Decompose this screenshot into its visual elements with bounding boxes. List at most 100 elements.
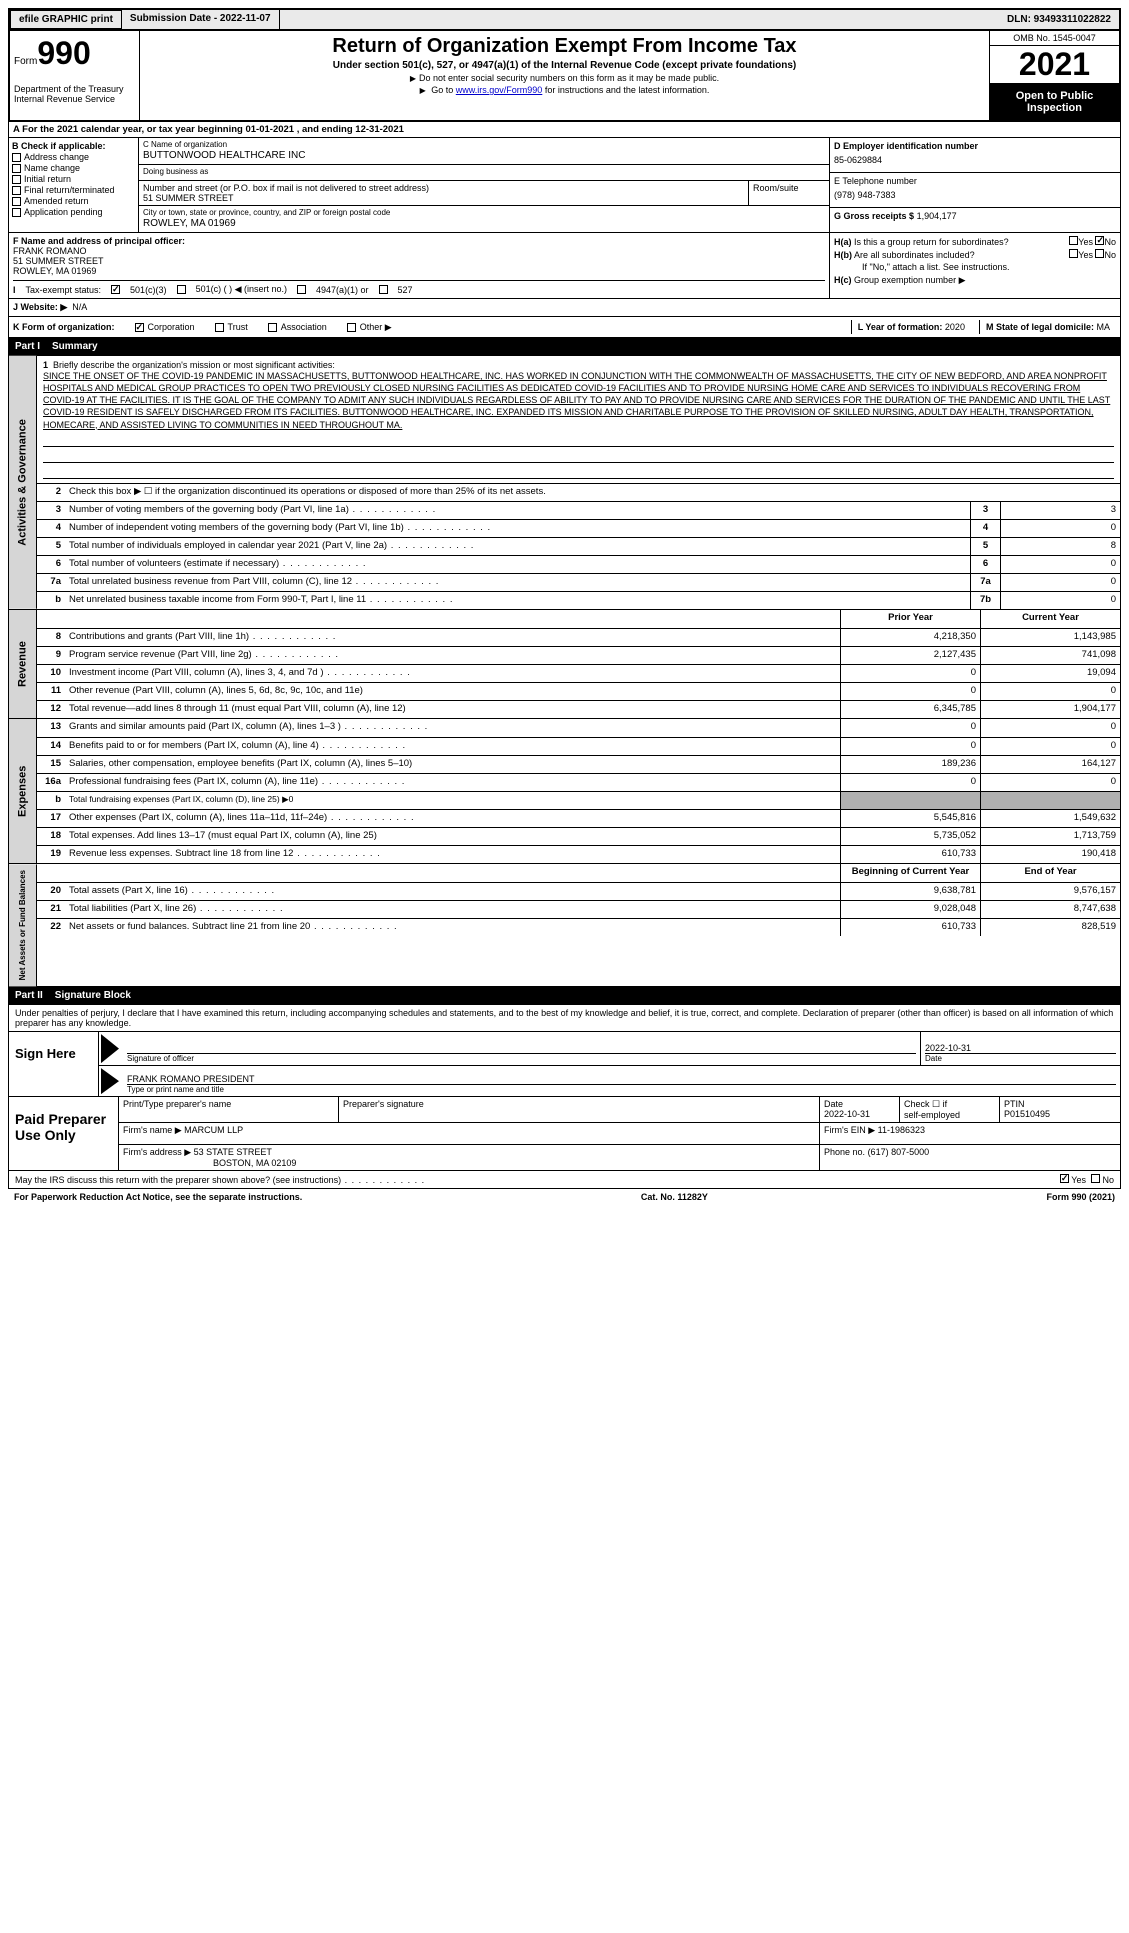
ha-no[interactable] xyxy=(1095,236,1104,245)
prep-name-label: Print/Type preparer's name xyxy=(119,1097,339,1122)
line20-py: 9,638,781 xyxy=(840,883,980,900)
ha-yes[interactable] xyxy=(1069,236,1078,245)
firm-name-label: Firm's name ▶ xyxy=(123,1125,182,1135)
firm-addr1: 53 STATE STREET xyxy=(194,1147,272,1157)
line10-text: Investment income (Part VIII, column (A)… xyxy=(65,665,840,682)
gross-label: G Gross receipts $ xyxy=(834,211,914,221)
f-label: F Name and address of principal officer: xyxy=(13,236,825,246)
cy-header: Current Year xyxy=(980,610,1120,628)
discuss-text: May the IRS discuss this return with the… xyxy=(15,1175,425,1185)
net-table: Net Assets or Fund Balances Beginning of… xyxy=(8,864,1121,987)
m-label: M State of legal domicile: xyxy=(986,322,1094,332)
line7b-text: Net unrelated business taxable income fr… xyxy=(65,592,970,609)
chk-trust[interactable] xyxy=(215,323,224,332)
city-label: City or town, state or province, country… xyxy=(143,208,825,217)
part1-title: Summary xyxy=(52,341,98,352)
line20-text: Total assets (Part X, line 16) xyxy=(65,883,840,900)
dln: DLN: 93493311022822 xyxy=(999,11,1119,28)
line19-text: Revenue less expenses. Subtract line 18 … xyxy=(65,846,840,863)
sig-date-value: 2022-10-31 xyxy=(925,1043,1116,1053)
typed-name-label: Type or print name and title xyxy=(127,1084,1116,1094)
chk-address-change[interactable] xyxy=(12,153,21,162)
vtab-net: Net Assets or Fund Balances xyxy=(9,864,37,986)
sign-here-label: Sign Here xyxy=(9,1032,99,1096)
chk-amended-return[interactable] xyxy=(12,197,21,206)
chk-527[interactable] xyxy=(379,285,388,294)
sign-here-block: Sign Here Signature of officer 2022-10-3… xyxy=(8,1032,1121,1097)
chk-other[interactable] xyxy=(347,323,356,332)
line4-val: 0 xyxy=(1000,520,1120,537)
line12-text: Total revenue—add lines 8 through 11 (mu… xyxy=(65,701,840,718)
dba-label: Doing business as xyxy=(143,167,825,176)
chk-initial-return[interactable] xyxy=(12,175,21,184)
discuss-row: May the IRS discuss this return with the… xyxy=(8,1171,1121,1189)
tax-exempt-label: Tax-exempt status: xyxy=(26,285,102,295)
chk-4947[interactable] xyxy=(297,285,306,294)
officer-addr1: 51 SUMMER STREET xyxy=(13,256,825,266)
line19-cy: 190,418 xyxy=(980,846,1120,863)
arrow-icon xyxy=(101,1068,119,1094)
line13-text: Grants and similar amounts paid (Part IX… xyxy=(65,719,840,737)
ein-label: D Employer identification number xyxy=(834,141,1116,151)
hb-yes[interactable] xyxy=(1069,249,1078,258)
chk-final-return[interactable] xyxy=(12,186,21,195)
chk-application-pending[interactable] xyxy=(12,208,21,217)
footer: For Paperwork Reduction Act Notice, see … xyxy=(8,1189,1121,1205)
street-value: 51 SUMMER STREET xyxy=(143,193,744,203)
form-title: Return of Organization Exempt From Incom… xyxy=(148,35,981,58)
gov-table: Activities & Governance 1 Briefly descri… xyxy=(8,356,1121,610)
ptin-label: PTIN xyxy=(1004,1099,1025,1109)
line16b-text: Total fundraising expenses (Part IX, col… xyxy=(65,792,840,809)
line3-text: Number of voting members of the governin… xyxy=(65,502,970,519)
chk-name-change[interactable] xyxy=(12,164,21,173)
line21-cy: 8,747,638 xyxy=(980,901,1120,918)
tel-value: (978) 948-7383 xyxy=(834,186,1116,204)
line15-text: Salaries, other compensation, employee b… xyxy=(65,756,840,773)
m-value: MA xyxy=(1097,322,1111,332)
line8-cy: 1,143,985 xyxy=(980,629,1120,646)
prep-sig-label: Preparer's signature xyxy=(339,1097,820,1122)
line12-py: 6,345,785 xyxy=(840,701,980,718)
sig-officer-label: Signature of officer xyxy=(127,1053,916,1063)
prep-date-value: 2022-10-31 xyxy=(824,1109,870,1119)
goto-post: for instructions and the latest informat… xyxy=(542,85,709,95)
ein-value: 85-0629884 xyxy=(834,151,1116,169)
ssn-note: Do not enter social security numbers on … xyxy=(148,73,981,83)
vtab-gov: Activities & Governance xyxy=(9,356,37,609)
chk-501c3[interactable] xyxy=(111,285,120,294)
line17-py: 5,545,816 xyxy=(840,810,980,827)
firm-ein-label: Firm's EIN ▶ xyxy=(824,1125,875,1135)
discuss-no[interactable] xyxy=(1091,1174,1100,1183)
chk-501c[interactable] xyxy=(177,285,186,294)
firm-ein: 11-1986323 xyxy=(878,1125,925,1135)
line14-py: 0 xyxy=(840,738,980,755)
blank-line xyxy=(43,465,1114,479)
col-d-right: D Employer identification number 85-0629… xyxy=(830,138,1120,232)
discuss-yes[interactable] xyxy=(1060,1174,1069,1183)
line22-py: 610,733 xyxy=(840,919,980,936)
line15-py: 189,236 xyxy=(840,756,980,773)
line20-cy: 9,576,157 xyxy=(980,883,1120,900)
arrow-icon xyxy=(101,1034,119,1063)
line9-py: 2,127,435 xyxy=(840,647,980,664)
l-label: L Year of formation: xyxy=(858,322,943,332)
tax-year: 2021 xyxy=(990,46,1119,84)
paid-preparer-block: Paid Preparer Use Only Print/Type prepar… xyxy=(8,1097,1121,1171)
efile-print-button[interactable]: efile GRAPHIC print xyxy=(10,10,122,29)
j-label: J Website: ▶ xyxy=(13,302,67,312)
irs-link[interactable]: www.irs.gov/Form990 xyxy=(456,85,543,95)
vtab-rev: Revenue xyxy=(9,610,37,718)
line14-text: Benefits paid to or for members (Part IX… xyxy=(65,738,840,755)
firm-name: MARCUM LLP xyxy=(184,1125,243,1135)
eoy-header: End of Year xyxy=(980,864,1120,882)
line17-text: Other expenses (Part IX, column (A), lin… xyxy=(65,810,840,827)
chk-corporation[interactable] xyxy=(135,323,144,332)
part1-header: Part I Summary xyxy=(8,338,1121,356)
line2: Check this box ▶ ☐ if the organization d… xyxy=(65,484,1120,501)
chk-association[interactable] xyxy=(268,323,277,332)
paid-preparer-label: Paid Preparer Use Only xyxy=(9,1097,119,1170)
ptin-value: P01510495 xyxy=(1004,1109,1050,1119)
py-header: Prior Year xyxy=(840,610,980,628)
line10-py: 0 xyxy=(840,665,980,682)
line16b-py xyxy=(840,792,980,809)
